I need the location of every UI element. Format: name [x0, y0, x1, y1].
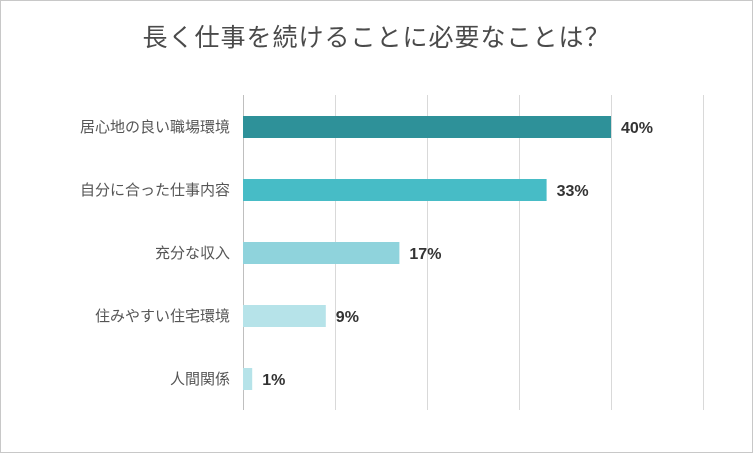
category-label: 居心地の良い職場環境 [80, 118, 230, 136]
bar-5 [243, 368, 253, 390]
value-label: 40% [621, 120, 653, 137]
value-label: 9% [336, 309, 359, 326]
bar-4 [243, 305, 326, 327]
category-label: 住みやすい住宅環境 [95, 307, 230, 325]
value-labels: 40% 33% 17% 9% 1% [262, 120, 653, 389]
value-label: 17% [409, 246, 441, 263]
bar-1 [243, 116, 611, 138]
category-label: 充分な収入 [155, 244, 230, 262]
chart-title: 長く仕事を続けることに必要なことは？ [142, 23, 611, 52]
category-label: 自分に合った仕事内容 [80, 181, 230, 199]
category-label: 人間関係 [170, 370, 230, 388]
bar-2 [243, 179, 547, 201]
value-label: 33% [557, 183, 589, 200]
value-label: 1% [262, 372, 285, 389]
bar-3 [243, 242, 400, 264]
bars [243, 116, 611, 390]
